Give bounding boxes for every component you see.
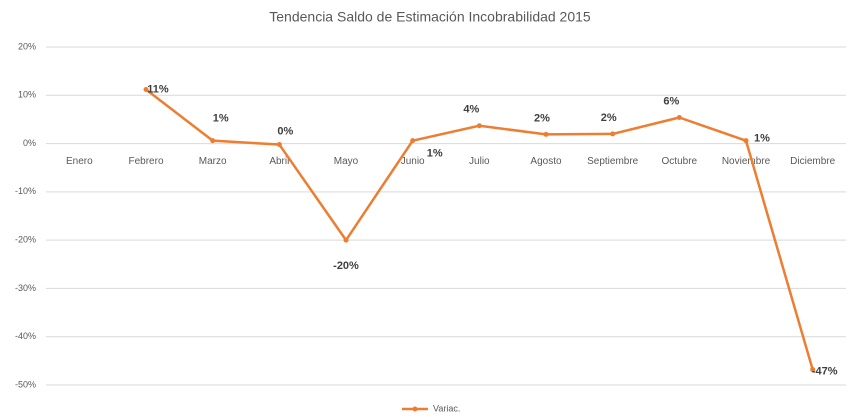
series-line: [145, 88, 814, 370]
data-label: -47%: [812, 365, 838, 377]
y-tick-label: 10%: [18, 90, 36, 100]
x-tick-label: Enero: [66, 156, 93, 167]
data-label: 6%: [663, 95, 679, 107]
data-label: 1%: [754, 133, 770, 145]
data-label: 4%: [463, 104, 479, 116]
x-tick-label: Julio: [469, 156, 490, 167]
y-tick-label: 20%: [18, 41, 36, 51]
y-tick-label: 0%: [23, 138, 36, 148]
x-tick-label: Abril: [269, 156, 289, 167]
x-tick-label: Mayo: [334, 156, 359, 167]
legend-marker: [412, 406, 418, 412]
x-tick-label: Agosto: [530, 156, 562, 167]
data-label: 2%: [601, 112, 617, 124]
data-label: 2%: [534, 112, 550, 124]
legend-label: Variac.: [433, 403, 460, 413]
data-label: 0%: [277, 125, 293, 137]
x-tick-label: Noviembre: [722, 156, 771, 167]
point: [143, 86, 149, 92]
y-tick-label: -10%: [15, 186, 36, 196]
y-tick-label: -40%: [15, 331, 36, 341]
chart-title: Tendencia Saldo de Estimación Incobrabil…: [269, 9, 591, 25]
point: [343, 237, 349, 243]
x-tick-label: Febrero: [128, 156, 163, 167]
x-tick-label: Octubre: [662, 156, 698, 167]
data-label: 1%: [213, 113, 229, 125]
point: [476, 123, 482, 129]
point: [743, 138, 749, 144]
data-label: 11%: [147, 83, 169, 95]
y-tick-label: -30%: [15, 283, 36, 293]
point: [410, 138, 416, 144]
point: [210, 138, 216, 144]
x-tick-label: Junio: [401, 156, 425, 167]
point: [810, 367, 816, 373]
x-tick-label: Septiembre: [587, 156, 639, 167]
data-label: 1%: [427, 148, 443, 160]
x-tick-label: Diciembre: [790, 156, 835, 167]
data-label: -20%: [333, 260, 359, 272]
point: [276, 142, 282, 148]
point: [610, 131, 616, 137]
y-tick-label: -20%: [15, 235, 36, 245]
y-tick-label: -50%: [15, 379, 36, 389]
point: [543, 131, 549, 137]
point: [676, 114, 682, 120]
x-tick-label: Marzo: [199, 156, 227, 167]
